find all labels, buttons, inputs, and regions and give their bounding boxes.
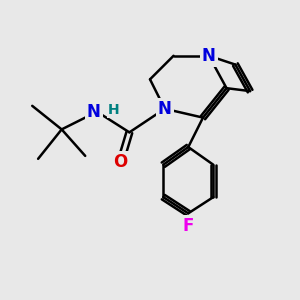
Text: N: N xyxy=(87,103,100,121)
Text: O: O xyxy=(113,153,128,171)
Text: H: H xyxy=(107,103,119,117)
Text: N: N xyxy=(158,100,172,118)
Text: N: N xyxy=(202,47,216,65)
Text: F: F xyxy=(183,217,194,235)
